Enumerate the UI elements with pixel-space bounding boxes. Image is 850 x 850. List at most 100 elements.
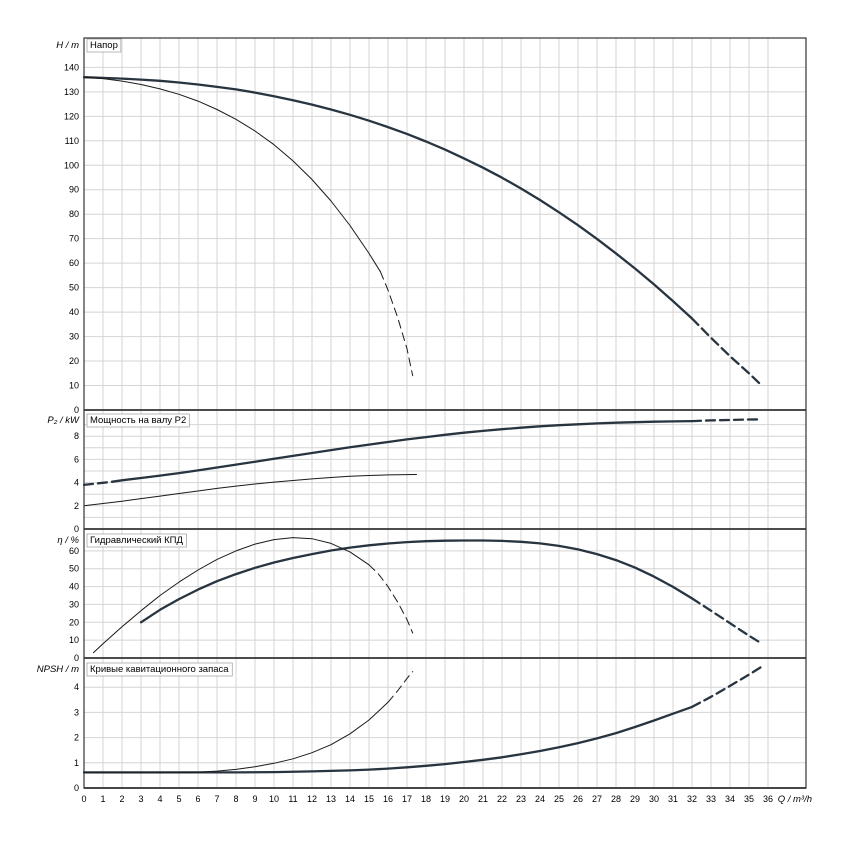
x-tick-label: 13: [326, 794, 336, 804]
y-tick-label: 60: [69, 258, 79, 268]
x-tick-label: 27: [592, 794, 602, 804]
y-tick-label: 0: [74, 783, 79, 793]
x-tick-label: 21: [478, 794, 488, 804]
y-tick-label: 2: [74, 501, 79, 511]
y-tick-label: 20: [69, 356, 79, 366]
x-tick-label: 17: [402, 794, 412, 804]
y-tick-label: 50: [69, 564, 79, 574]
y-tick-label: 6: [74, 454, 79, 464]
npsh-curve-max: [82, 705, 694, 774]
y-tick-label: 8: [74, 431, 79, 441]
y-tick-label: 140: [64, 62, 79, 72]
y-axis-unit-label: η / %: [57, 535, 79, 546]
y-tick-label: 80: [69, 209, 79, 219]
y-tick-label: 4: [74, 682, 79, 692]
panel-title: Напор: [90, 40, 118, 51]
panel-title: Гидравлический КПД: [90, 535, 183, 546]
efficiency-curve-min-extrapolated: [368, 564, 414, 634]
y-tick-label: 70: [69, 234, 79, 244]
head-curve-min-extrapolated: [379, 271, 414, 377]
x-tick-label: 7: [214, 794, 219, 804]
power-curve-max-extrapolated: [690, 418, 762, 423]
panel-title: Кривые кавитационного запаса: [90, 664, 229, 675]
x-tick-label: 3: [138, 794, 143, 804]
y-tick-label: 110: [65, 136, 79, 146]
head-curve-min: [83, 76, 381, 273]
y-tick-label: 130: [64, 87, 79, 97]
y-tick-label: 4: [74, 478, 79, 488]
y-tick-label: 120: [64, 111, 79, 121]
y-axis-unit-label: NPSH / m: [37, 664, 79, 675]
y-tick-label: 0: [74, 405, 79, 415]
x-tick-label: 18: [421, 794, 431, 804]
x-tick-label: 14: [345, 794, 355, 804]
efficiency-curve-max-extrapolated: [690, 597, 762, 644]
y-tick-label: 3: [74, 707, 79, 717]
x-tick-label: 2: [119, 794, 124, 804]
x-tick-label: 22: [497, 794, 507, 804]
y-tick-label: 1: [74, 758, 79, 768]
panel-title-box: [86, 533, 187, 548]
y-tick-label: 90: [69, 185, 79, 195]
head-curve-max: [82, 76, 694, 320]
x-tick-label: 15: [364, 794, 374, 804]
panel-title-box: [86, 662, 233, 677]
x-tick-label: 23: [516, 794, 526, 804]
x-tick-label: 6: [195, 794, 200, 804]
x-tick-label: 9: [252, 794, 257, 804]
x-tick-label: 36: [763, 794, 773, 804]
panel-title-box: [86, 413, 190, 428]
panel-title: Мощность на валу P2: [90, 415, 186, 426]
power-curve-max-extrapolated: [82, 480, 114, 487]
efficiency-curve-min: [93, 537, 370, 654]
y-tick-label: 30: [69, 599, 79, 609]
x-tick-label: 16: [383, 794, 393, 804]
x-tick-label: 30: [649, 794, 659, 804]
x-tick-label: 8: [233, 794, 238, 804]
power-curve-min: [83, 474, 417, 507]
y-tick-label: 0: [74, 524, 79, 534]
panel-title-box: [86, 38, 122, 53]
x-tick-label: 26: [573, 794, 583, 804]
y-axis-unit-label: H / m: [56, 40, 79, 51]
x-tick-label: 24: [535, 794, 545, 804]
x-tick-label: 31: [668, 794, 678, 804]
x-tick-label: 28: [611, 794, 621, 804]
x-tick-label: 4: [157, 794, 162, 804]
efficiency-curve-max: [139, 539, 694, 624]
npsh-curve-min: [83, 701, 389, 774]
y-tick-label: 10: [69, 381, 79, 391]
x-tick-label: 25: [554, 794, 564, 804]
head-curve-max-extrapolated: [690, 317, 762, 386]
x-axis-unit-label: Q / m³/h: [778, 794, 812, 805]
x-tick-label: 33: [706, 794, 716, 804]
x-tick-label: 10: [269, 794, 279, 804]
x-tick-label: 34: [725, 794, 735, 804]
y-tick-label: 2: [74, 733, 79, 743]
x-tick-label: 0: [81, 794, 86, 804]
y-tick-label: 60: [69, 546, 79, 556]
y-tick-label: 30: [69, 332, 79, 342]
y-axis-unit-label: P₂ / kW: [47, 415, 80, 426]
npsh-curve-max-extrapolated: [690, 666, 762, 709]
x-tick-label: 12: [307, 794, 317, 804]
y-tick-label: 100: [64, 160, 79, 170]
npsh-curve-min-extrapolated: [387, 671, 414, 703]
plot-border: [83, 37, 807, 789]
y-tick-label: 20: [69, 617, 79, 627]
y-tick-label: 40: [69, 582, 79, 592]
x-tick-label: 35: [744, 794, 754, 804]
x-tick-label: 20: [459, 794, 469, 804]
y-tick-label: 50: [69, 283, 79, 293]
x-tick-label: 19: [440, 794, 450, 804]
power-curve-max: [111, 419, 694, 483]
x-tick-label: 5: [176, 794, 181, 804]
x-tick-label: 29: [630, 794, 640, 804]
x-tick-label: 11: [288, 794, 297, 804]
x-tick-label: 32: [687, 794, 697, 804]
y-tick-label: 0: [74, 653, 79, 663]
y-tick-label: 10: [69, 635, 79, 645]
x-tick-label: 1: [100, 794, 105, 804]
